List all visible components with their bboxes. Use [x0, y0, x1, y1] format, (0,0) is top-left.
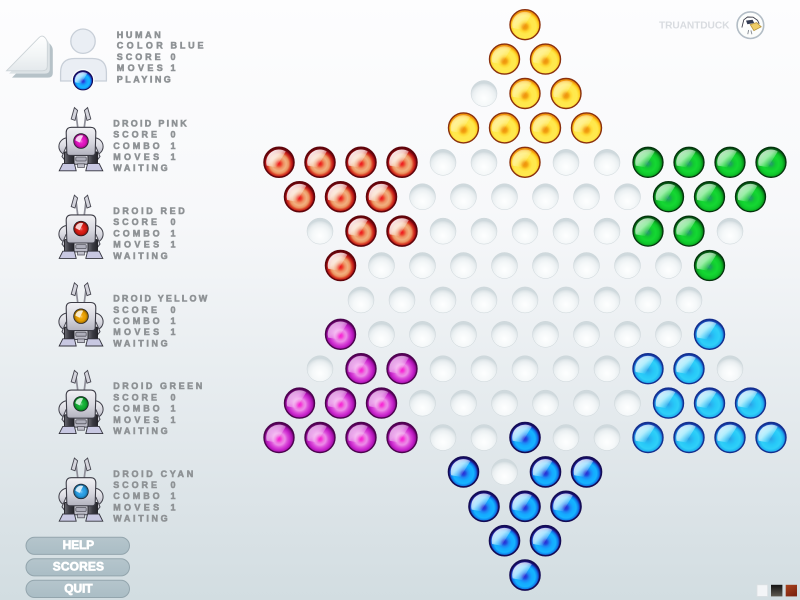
svg-text:MOVES: MOVES [113, 415, 159, 425]
svg-text:SCORE: SCORE [113, 305, 157, 315]
svg-text:WAITING: WAITING [113, 426, 168, 436]
svg-text:0: 0 [171, 217, 176, 227]
svg-text:0: 0 [171, 480, 176, 490]
svg-text:WAITING: WAITING [113, 338, 168, 348]
svg-text:COMBO: COMBO [113, 491, 160, 501]
svg-text:1: 1 [171, 152, 176, 162]
svg-text:1: 1 [171, 327, 176, 337]
svg-text:COMBO: COMBO [113, 316, 160, 326]
svg-text:MOVES: MOVES [113, 327, 159, 337]
svg-text:1: 1 [171, 141, 176, 151]
svg-text:SCORE: SCORE [113, 392, 157, 402]
svg-text:SCORE: SCORE [113, 217, 157, 227]
svg-text:0: 0 [171, 52, 176, 62]
svg-text:WAITING: WAITING [113, 251, 168, 261]
svg-text:COMBO: COMBO [113, 228, 160, 238]
svg-text:1: 1 [171, 316, 176, 326]
svg-text:HELP: HELP [63, 538, 95, 552]
svg-text:SCORE: SCORE [113, 130, 157, 140]
svg-text:COLOR: COLOR [117, 41, 164, 51]
svg-text:DROID RED: DROID RED [113, 206, 185, 216]
svg-text:DROID PINK: DROID PINK [113, 118, 187, 128]
svg-text:HUMAN: HUMAN [117, 30, 161, 40]
svg-text:QUIT: QUIT [64, 581, 93, 595]
svg-text:COMBO: COMBO [113, 141, 160, 151]
svg-text:WAITING: WAITING [113, 514, 168, 524]
svg-text:1: 1 [171, 63, 176, 73]
svg-text:SCORE: SCORE [117, 52, 161, 62]
svg-text:PLAYING: PLAYING [117, 74, 171, 84]
svg-text:WAITING: WAITING [113, 163, 168, 173]
svg-text:1: 1 [171, 404, 176, 414]
svg-text:0: 0 [171, 130, 176, 140]
svg-text:0: 0 [171, 305, 176, 315]
svg-text:1: 1 [171, 228, 176, 238]
svg-text:COMBO: COMBO [113, 404, 160, 414]
svg-text:SCORE: SCORE [113, 480, 157, 490]
svg-text:MOVES: MOVES [113, 152, 159, 162]
svg-text:1: 1 [171, 240, 176, 250]
svg-text:SCORES: SCORES [53, 560, 104, 574]
svg-text:DROID YELLOW: DROID YELLOW [113, 294, 208, 304]
svg-text:MOVES: MOVES [113, 240, 159, 250]
svg-text:1: 1 [171, 415, 176, 425]
svg-text:1: 1 [171, 491, 176, 501]
svg-text:MOVES: MOVES [117, 63, 163, 73]
svg-text:MOVES: MOVES [113, 502, 159, 512]
svg-text:0: 0 [171, 392, 176, 402]
svg-text:1: 1 [171, 502, 176, 512]
svg-text:TRUANTDUCK: TRUANTDUCK [659, 21, 730, 32]
